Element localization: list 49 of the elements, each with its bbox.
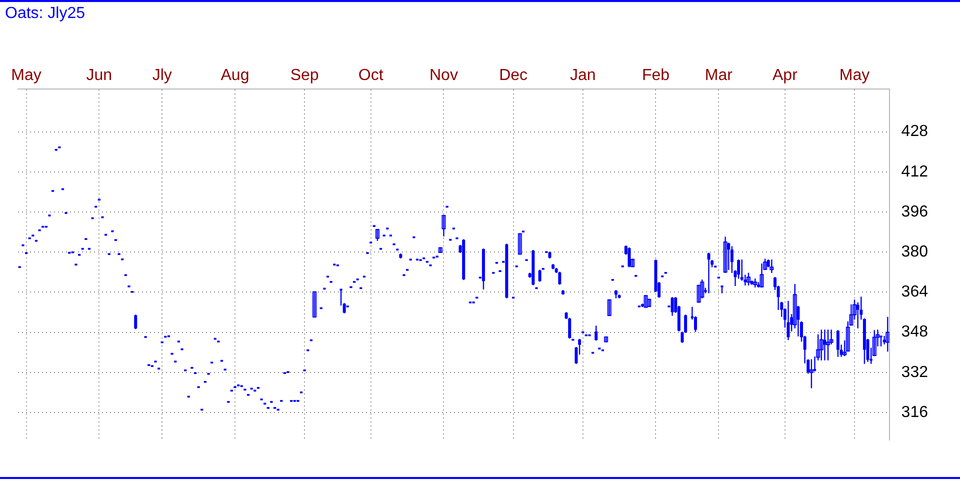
candlestick bbox=[707, 252, 710, 294]
candlestick bbox=[770, 258, 774, 274]
candlestick bbox=[607, 298, 612, 317]
y-tick-label: 316 bbox=[901, 404, 928, 421]
candlestick bbox=[700, 278, 704, 299]
x-tick-label: Aug bbox=[220, 67, 250, 84]
candlestick bbox=[628, 246, 631, 268]
x-tick-label: Oct bbox=[358, 67, 384, 84]
candlestick bbox=[670, 296, 674, 316]
x-tick-label: Nov bbox=[429, 67, 458, 84]
candlestick bbox=[886, 316, 890, 352]
x-tick-label: Jan bbox=[570, 67, 596, 84]
x-tick-label: Mar bbox=[704, 67, 734, 84]
candlestick bbox=[730, 246, 734, 274]
candlestick bbox=[442, 214, 446, 237]
candlestick bbox=[823, 329, 826, 362]
candlestick bbox=[558, 271, 562, 286]
chart-title: Oats: Jly25 bbox=[5, 5, 86, 23]
y-tick-label: 428 bbox=[901, 123, 928, 140]
x-tick-label: May bbox=[11, 67, 42, 84]
candlestick bbox=[312, 290, 317, 318]
x-tick-label: Feb bbox=[642, 67, 670, 84]
y-tick-label: 348 bbox=[901, 324, 928, 341]
candlestick bbox=[723, 236, 728, 274]
candlestick bbox=[836, 330, 840, 358]
candlestick bbox=[786, 300, 790, 341]
candlestick bbox=[134, 314, 138, 330]
y-tick-label: 332 bbox=[901, 364, 928, 381]
candlestick bbox=[375, 228, 380, 242]
candlestick bbox=[518, 232, 522, 256]
candlestick bbox=[760, 262, 764, 288]
candlestick bbox=[809, 358, 814, 389]
candlestick bbox=[826, 329, 830, 362]
candlestick bbox=[746, 272, 751, 286]
x-tick-label: Apr bbox=[772, 67, 798, 84]
candlestick bbox=[644, 294, 648, 308]
y-tick-label: 380 bbox=[901, 243, 928, 260]
candlestick bbox=[819, 329, 824, 362]
x-tick-label: Jun bbox=[86, 67, 112, 84]
candlestick bbox=[740, 258, 744, 282]
candlestick bbox=[538, 269, 542, 282]
y-tick-label: 364 bbox=[901, 284, 928, 301]
y-tick-label: 396 bbox=[901, 203, 928, 220]
y-tick-label: 412 bbox=[901, 163, 928, 180]
x-tick-label: May bbox=[839, 67, 870, 84]
x-tick-label: Jly bbox=[152, 67, 172, 84]
x-tick-label: Dec bbox=[499, 67, 528, 84]
candlestick bbox=[594, 325, 598, 342]
x-tick-label: Sep bbox=[290, 67, 319, 84]
